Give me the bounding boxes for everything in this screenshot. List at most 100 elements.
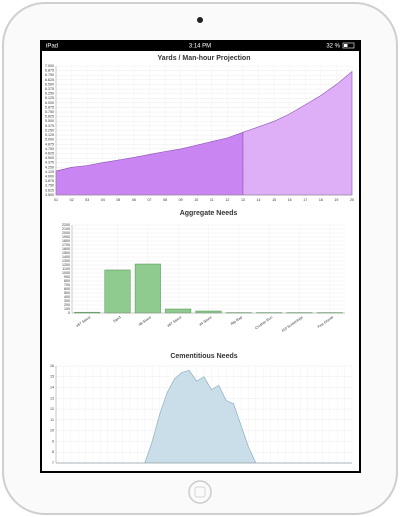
y-tick-label: 5.125 [45,133,54,137]
charts: Yards / Man-hour Projection 3.5003.6253.7… [45,55,354,465]
y-tick-label: 9 [52,439,54,443]
y-tick-label: 1400 [62,255,70,259]
y-tick-label: 4.500 [45,156,54,160]
y-tick-label: 6.750 [45,73,54,77]
area [242,70,353,196]
y-tick-label: 13 [50,396,54,400]
y-tick-label: 14 [50,386,54,390]
y-tick-label: 11 [50,418,54,422]
y-tick-label: 6.250 [45,92,54,96]
y-tick-label: 6.625 [45,78,54,82]
y-tick-label: 1700 [62,243,70,247]
area [55,131,244,196]
y-tick-label: 900 [64,275,70,279]
x-tick-label: Rip Rap [230,315,243,326]
battery-icon [342,42,355,49]
y-tick-label: 600 [64,287,70,291]
y-tick-label: 1900 [62,235,70,239]
y-tick-label: 700 [64,283,70,287]
x-tick-label: 19 [334,198,338,202]
y-tick-label: 16 [50,364,54,368]
y-tick-label: 15 [50,375,54,379]
y-tick-label: 1600 [62,247,70,251]
bar [165,308,192,314]
y-tick-label: 2200 [62,223,70,227]
x-tick-label: 09 [179,198,183,202]
y-tick-label: 5.625 [45,115,54,119]
y-tick-label: 8 [52,450,54,454]
x-tick-label: #8 Stone [138,315,152,327]
x-tick-label: 14 [257,198,261,202]
y-tick-label: 3.875 [45,179,54,183]
chart-title: Aggregate Needs [180,210,238,217]
x-tick-label: 06 [132,198,136,202]
x-tick-label: 11 [210,198,214,202]
y-tick-label: 6.875 [45,69,54,73]
x-tick-label: 02 [70,198,74,202]
y-tick-label: 6.500 [45,82,54,86]
y-tick-label: 4.375 [45,161,54,165]
bar [134,263,161,314]
x-tick-label: 07 [147,198,151,202]
y-tick-label: 800 [64,279,70,283]
status-battery: 32 % [326,44,340,50]
status-device: iPad [46,44,58,50]
x-tick-label: 01 [54,198,58,202]
y-tick-label: 1800 [62,239,70,243]
x-tick-label: 08 [163,198,167,202]
y-tick-label: 0 [68,311,70,315]
y-tick-label: 12 [50,407,54,411]
y-tick-label: 4.625 [45,151,54,155]
y-tick-label: 10 [50,429,54,433]
y-tick-label: 7 [52,461,54,465]
y-tick-label: 1200 [62,263,70,267]
y-tick-label: 5.750 [45,110,54,114]
y-tick-label: 200 [64,303,70,307]
y-tick-label: 5.875 [45,105,54,109]
x-tick-label: 16 [288,198,292,202]
x-tick-label: 04 [101,198,105,202]
y-tick-label: 300 [64,299,70,303]
x-tick-label: Sand [112,315,121,323]
y-tick-label: 1100 [62,267,70,271]
y-tick-label: 4.750 [45,147,54,151]
x-tick-label: 03 [85,198,89,202]
x-tick-label: 12 [225,198,229,202]
y-tick-label: 3.625 [45,188,54,192]
home-icon [194,486,206,498]
bar [195,310,222,314]
y-tick-label: 6.000 [45,101,54,105]
camera [197,17,203,23]
y-tick-label: 1500 [62,251,70,255]
x-tick-label: #4 Stone [199,315,213,327]
y-tick-label: 4.000 [45,175,54,179]
y-tick-label: 7.000 [45,64,54,68]
x-tick-label: 10 [194,198,198,202]
y-tick-label: 100 [64,307,70,311]
y-tick-label: 5.000 [45,138,54,142]
y-tick-label: 2100 [62,227,70,231]
y-tick-label: 5.500 [45,119,54,123]
y-tick-label: 2000 [62,231,70,235]
y-tick-label: 4.875 [45,142,54,146]
x-tick-label: 05 [116,198,120,202]
x-tick-label: 20 [350,198,354,202]
y-tick-label: 6.125 [45,96,54,100]
home-button[interactable] [188,480,212,504]
x-tick-label: 15 [272,198,276,202]
y-tick-label: 1000 [62,271,70,275]
y-tick-label: 6.375 [45,87,54,91]
chart-title: Yards / Man-hour Projection [158,55,251,62]
y-tick-label: 4.125 [45,170,54,174]
bar [104,269,131,314]
x-tick-label: 18 [319,198,323,202]
chart-title: Cementitious Needs [170,353,237,360]
y-tick-label: 400 [64,295,70,299]
y-tick-label: 5.250 [45,128,54,132]
y-tick-label: 1300 [62,259,70,263]
status-time: 3:14 PM [189,44,211,50]
y-tick-label: 500 [64,291,70,295]
battery-level [344,44,348,47]
y-tick-label: 3.750 [45,184,54,188]
